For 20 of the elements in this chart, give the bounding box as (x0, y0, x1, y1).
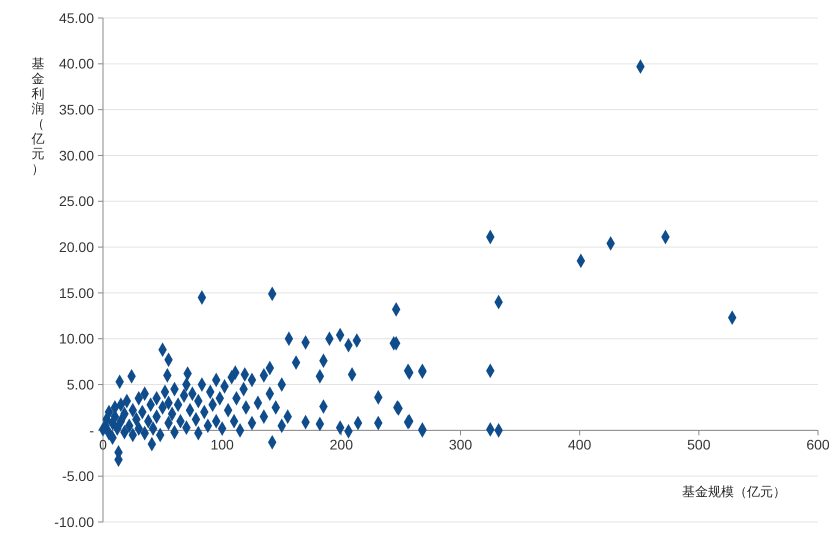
y-tick-label: 10.00 (58, 330, 94, 347)
y-tick-label: 5.00 (66, 376, 94, 392)
y-tick-label: - (89, 422, 94, 438)
y-tick-label: 25.00 (58, 193, 94, 210)
x-tick-label: 300 (448, 436, 472, 452)
x-tick-label: 600 (806, 436, 830, 452)
y-tick-label: -10.00 (54, 514, 94, 530)
x-axis-title: 基金规模（亿元） (682, 485, 786, 500)
y-tick-label: 15.00 (58, 284, 94, 301)
y-tick-label: 20.00 (58, 238, 94, 255)
y-tick-label: 45.00 (58, 10, 94, 26)
y-tick-label: -5.00 (62, 468, 94, 484)
y-tick-label: 35.00 (58, 102, 94, 118)
y-axis-title: 基金利润（亿元） (30, 57, 44, 177)
x-tick-label: 400 (568, 436, 592, 452)
x-tick-label: 500 (687, 436, 711, 452)
y-tick-label: 30.00 (58, 147, 94, 164)
x-tick-label: 200 (330, 436, 354, 452)
x-tick-label: 100 (210, 436, 234, 452)
y-tick-label: 40.00 (58, 56, 94, 72)
